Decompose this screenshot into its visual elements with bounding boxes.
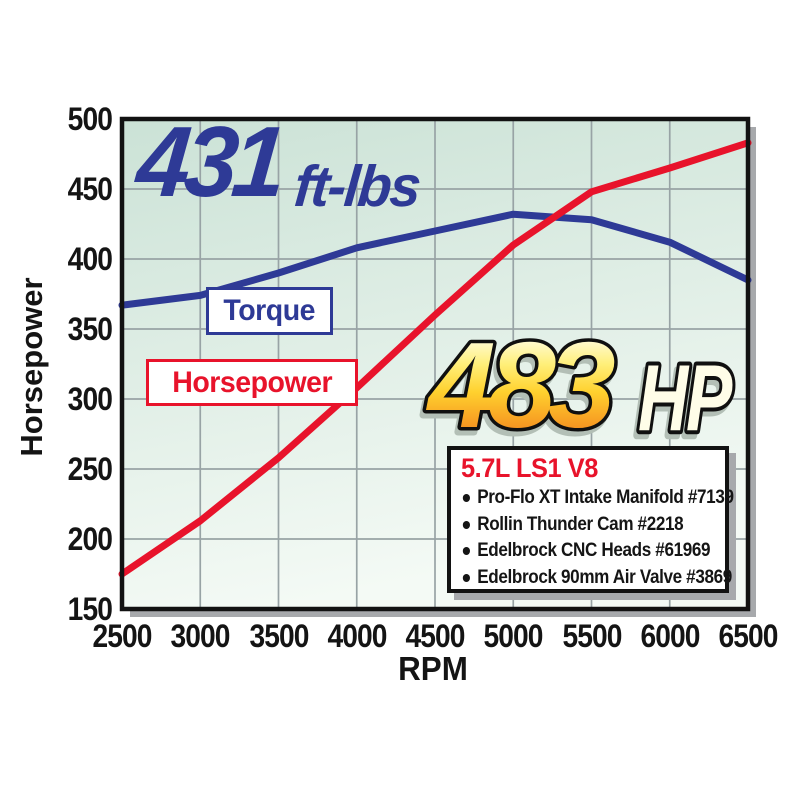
plot-border [119, 116, 751, 612]
engine-spec-item-text: Rollin Thunder Cam #2218 [477, 513, 684, 535]
engine-spec-item-text: Pro-Flo XT Intake Manifold #7139 [477, 487, 734, 508]
torque-series-label-text: Torque [223, 294, 316, 327]
x-tick-label: 6500 [718, 618, 778, 654]
engine-spec-item: Edelbrock 90mm Air Valve #3869 [461, 565, 732, 592]
horsepower-series-label-text: Horsepower [172, 365, 332, 399]
engine-spec-item: Rollin Thunder Cam #2218 [461, 512, 691, 539]
x-axis-title: RPM [398, 650, 468, 687]
x-tick-label: 5000 [483, 618, 544, 654]
y-tick-label: 250 [67, 451, 113, 487]
peak-hp-units: HP [638, 345, 733, 451]
x-tick-label: 4000 [327, 618, 387, 654]
peak-hp-headline: 483 HP [422, 326, 739, 451]
x-tick-label: 2500 [92, 618, 152, 654]
engine-spec-item: Edelbrock CNC Heads #61969 [461, 538, 711, 565]
bullet-icon [462, 573, 470, 582]
engine-spec-item: Pro-Flo XT Intake Manifold #7139 [461, 485, 734, 512]
y-tick-label: 400 [67, 241, 113, 277]
y-axis-title: Horsepower [14, 277, 49, 457]
engine-spec-box: 5.7L LS1 V8 Pro-Flo XT Intake Manifold #… [447, 446, 734, 593]
peak-hp-value: 483 [425, 326, 615, 451]
y-tick-label: 200 [67, 521, 113, 557]
bullet-icon [462, 494, 470, 503]
y-tick-label: 350 [67, 311, 113, 347]
y-tick-label: 500 [67, 101, 113, 137]
bullet-icon [462, 520, 470, 529]
horsepower-series-label: Horsepower [146, 359, 358, 406]
horsepower-curve [118, 139, 752, 578]
x-tick-label: 3500 [248, 618, 309, 654]
engine-spec-item-text: Edelbrock 90mm Air Valve #3869 [477, 566, 732, 588]
x-tick-label: 3000 [170, 618, 231, 654]
engine-spec-item-text: Edelbrock CNC Heads #61969 [477, 540, 711, 561]
y-tick-label: 300 [67, 381, 113, 417]
x-tick-label: 5500 [561, 618, 622, 654]
torque-series-label: Torque [206, 287, 333, 335]
y-tick-label: 150 [67, 591, 113, 627]
bullet-icon [462, 547, 470, 556]
y-tick-label: 450 [67, 171, 113, 207]
x-tick-label: 6000 [640, 618, 700, 654]
x-tick-label: 4500 [405, 618, 465, 654]
engine-spec-list: Pro-Flo XT Intake Manifold #7139 Rollin T… [461, 485, 734, 592]
engine-spec-title: 5.7L LS1 V8 [461, 453, 598, 483]
